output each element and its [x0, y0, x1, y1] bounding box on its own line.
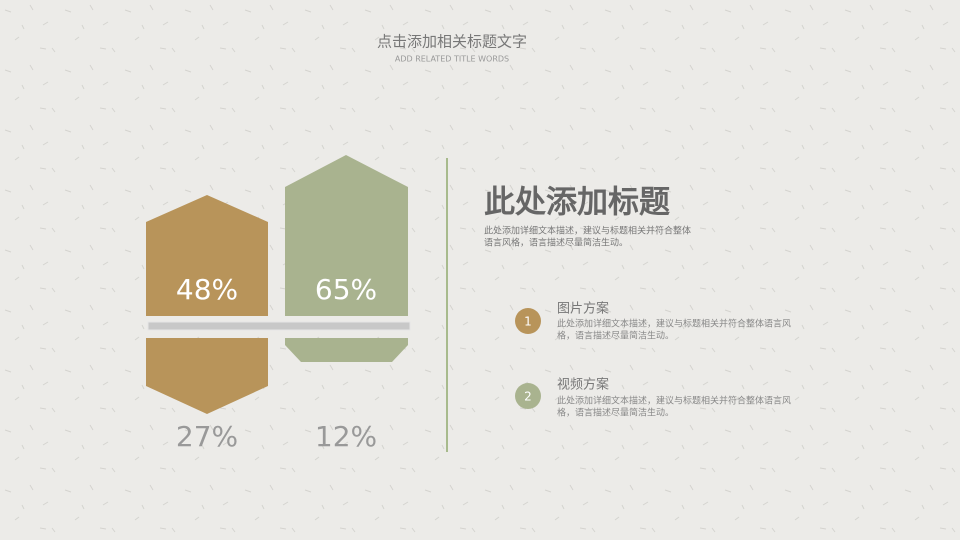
figure-bottom-label: 12% [315, 420, 377, 453]
item-description: 格，语言描述尽量简洁生动。 [557, 330, 674, 342]
section-title: 此处添加标题 [484, 185, 670, 221]
header-title: 点击添加相关标题文字 [377, 33, 527, 51]
figure-bottom-label: 27% [176, 420, 238, 453]
item-badge [515, 383, 541, 409]
item-title: 视频方案 [557, 377, 609, 393]
section-description: 此处添加详细文本描述，建议与标题相关并符合整体 [484, 225, 691, 237]
figure-top [146, 195, 268, 316]
figure-top-label: 48% [176, 273, 238, 306]
section-description: 语言风格，语言描述尽量简洁生动。 [484, 237, 628, 249]
figure-top-label: 65% [315, 273, 377, 306]
figure-bottom [146, 338, 268, 414]
item-number: 1 [524, 315, 532, 329]
divider-bar [147, 321, 411, 331]
header-subtitle: ADD RELATED TITLE WORDS [395, 55, 509, 64]
figure-bottom [285, 338, 408, 362]
item-description: 此处添加详细文本描述，建议与标题相关并符合整体语言风 [557, 318, 791, 330]
item-description: 格，语言描述尽量简洁生动。 [557, 407, 674, 419]
item-number: 2 [524, 390, 532, 404]
item-badge [515, 308, 541, 334]
figure-top [285, 155, 408, 316]
item-title: 图片方案 [557, 301, 609, 317]
item-description: 此处添加详细文本描述，建议与标题相关并符合整体语言风 [557, 395, 791, 407]
